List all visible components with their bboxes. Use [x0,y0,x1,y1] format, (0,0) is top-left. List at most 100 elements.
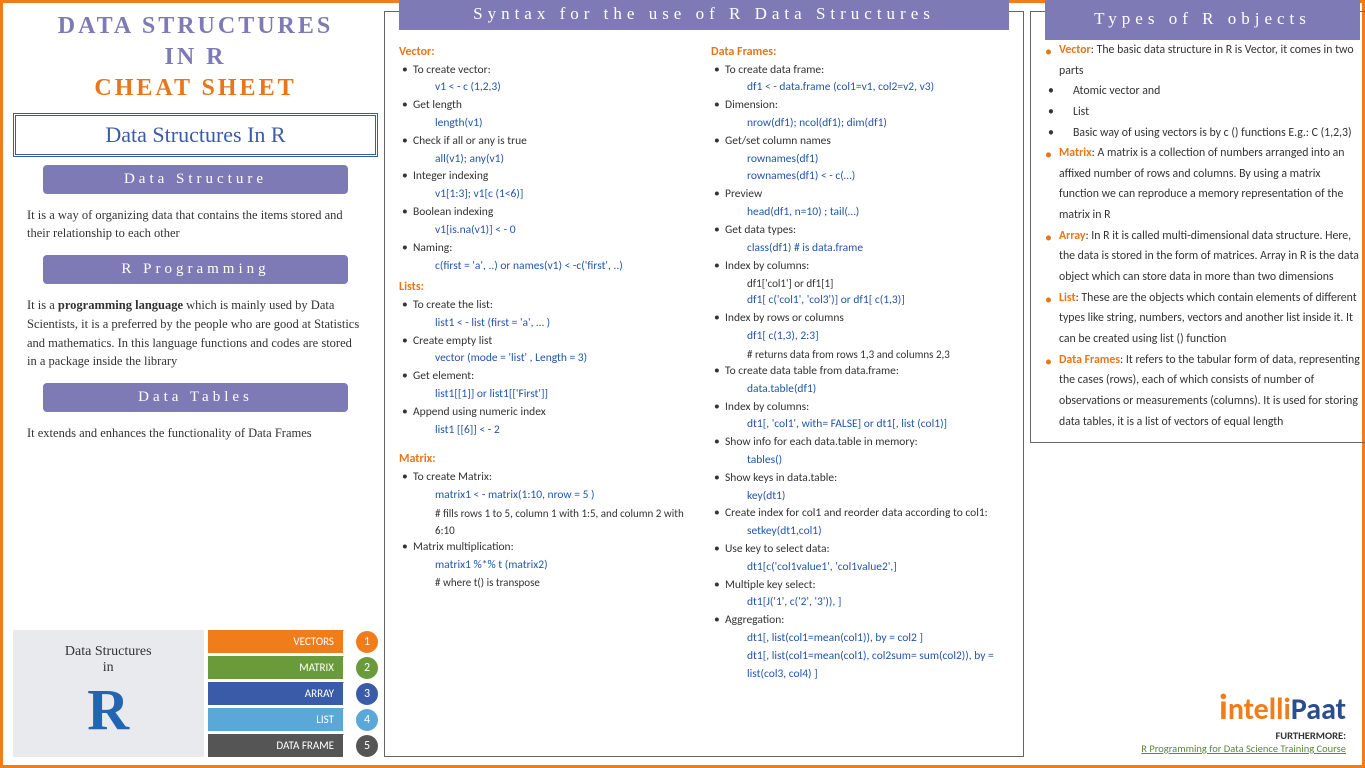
syntax-line: To create data frame: [711,62,1009,80]
syntax-line: v1[is.na(v1)] < - 0 [399,222,697,240]
syntax-line: To create Matrix: [399,469,697,487]
pill-data-structure: Data Structure [43,165,348,194]
syntax-line [399,439,697,447]
syntax-line: matrix1 < - matrix(1:10, nrow = 5 ) [399,487,697,505]
syntax-line: rownames(df1) [711,151,1009,169]
syntax-line: v1 < - c (1,2,3) [399,79,697,97]
syntax-line: Index by columns: [711,258,1009,276]
logo: intelliPaat [1141,685,1346,729]
type-subitem: List [1045,102,1360,123]
syntax-line: Get element: [399,368,697,386]
syntax-line: Matrix: [399,450,697,469]
syntax-line: df1 < - data.frame (col1=v1, col2=v2, v3… [711,79,1009,97]
type-item: Matrix: A matrix is a collection of numb… [1045,143,1360,226]
syntax-line: Matrix multiplication: [399,539,697,557]
title-l1: DATA STRUCTURES [58,13,334,39]
syntax-line: Vector: [399,43,697,62]
syntax-line: tables() [711,452,1009,470]
pill-data-tables: Data Tables [43,383,348,412]
title-l2: IN R [164,44,226,70]
syntax-line: matrix1 %*% t (matrix2) [399,557,697,575]
ds-item: DATA FRAME.ds-bar[style*="#555"]::after{… [208,734,379,757]
syntax-line: dt1[, list(col1=mean(col1)), by = col2 ] [711,630,1009,648]
type-item: Vector: The basic data structure in R is… [1045,40,1360,81]
syntax-line: setkey(dt1,col1) [711,523,1009,541]
syntax-line: all(v1); any(v1) [399,151,697,169]
syntax-line: head(df1, n=10) ; tail(…) [711,204,1009,222]
syntax-line: nrow(df1); ncol(df1); dim(df1) [711,115,1009,133]
syntax-line: Naming: [399,240,697,258]
syntax-line: Integer indexing [399,168,697,186]
syntax-line: Boolean indexing [399,204,697,222]
syntax-line: Data Frames: [711,43,1009,62]
syntax-line: dt1[c('col1value1', 'col1value2',] [711,559,1009,577]
syntax-line: class(df1) # is data.frame [711,240,1009,258]
syntax-line: dt1[J('1', c('2', '3')), ] [711,594,1009,612]
ds-item: VECTORS.ds-bar[style*="#f07d1a"]::after{… [208,630,379,653]
syntax-line: To create vector: [399,62,697,80]
ds-item: LIST.ds-bar[style*="#5aa8d8"]::after{bor… [208,708,379,731]
diagram-left: Data Structures in R [13,630,204,757]
syntax-line: df1['col1'] or df1[1] [711,275,1009,292]
syntax-line: dt1[, list(col1=mean(col1), col2sum= sum… [711,648,1009,684]
title-l3: CHEAT SHEET [94,75,296,101]
types-list: Vector: The basic data structure in R is… [1045,40,1360,432]
syntax-line: Show info for each data.table in memory: [711,434,1009,452]
syntax-line: rownames(df1) < - c(…) [711,168,1009,186]
type-subitem: Basic way of using vectors is by c () fu… [1045,123,1360,144]
syntax-line: df1[ c(1,3), 2:3] [711,328,1009,346]
types-header: Types of R objects [1045,0,1360,40]
syntax-line: key(dt1) [711,488,1009,506]
syntax-line: Show keys in data.table: [711,470,1009,488]
syntax-header: Syntax for the use of R Data Structures [399,0,1009,30]
syntax-line: vector (mode = 'list' , Length = 3) [399,350,697,368]
syntax-line: To create data table from data.frame: [711,363,1009,381]
syntax-line: Preview [711,186,1009,204]
ds-item: MATRIX.ds-bar[style*="#6a9b3a"]::after{b… [208,656,379,679]
diagram-list: VECTORS.ds-bar[style*="#f07d1a"]::after{… [208,630,379,757]
subtitle: Data Structures In R [13,113,378,157]
syntax-col1: Vector:To create vector:v1 < - c (1,2,3)… [399,40,697,746]
footer: intelliPaat FURTHERMORE: R Programming f… [1141,685,1346,755]
syntax-panel: Syntax for the use of R Data Structures … [384,11,1024,757]
types-panel: Types of R objects Vector: The basic dat… [1030,11,1365,443]
syntax-line: list1 < - list (first = 'a', … ) [399,315,697,333]
type-item: Data Frames: It refers to the tabular fo… [1045,350,1360,433]
syntax-line: c(first = 'a', ..) or names(v1) < -c('fi… [399,258,697,276]
syntax-line: Append using numeric index [399,404,697,422]
syntax-line: Multiple key select: [711,577,1009,595]
syntax-line: Dimension: [711,97,1009,115]
syntax-line: Get data types: [711,222,1009,240]
type-subitem: Atomic vector and [1045,81,1360,102]
desc-r-programming: It is a programming language which is ma… [13,292,378,375]
syntax-line: # returns data from rows 1,3 and columns… [711,346,1009,363]
syntax-line: list1[[1]] or list1[['First']] [399,386,697,404]
r-logo-icon: R [87,676,129,743]
syntax-line: Get length [399,97,697,115]
syntax-line: Index by columns: [711,399,1009,417]
diagram: Data Structures in R VECTORS.ds-bar[styl… [13,630,378,757]
syntax-line: length(v1) [399,115,697,133]
syntax-line: # where t() is transpose [399,574,697,591]
syntax-line: list1 [[6]] < - 2 [399,422,697,440]
syntax-line: Check if all or any is true [399,133,697,151]
syntax-line: data.table(df1) [711,381,1009,399]
syntax-line: # fills rows 1 to 5, column 1 with 1:5, … [399,505,697,539]
syntax-line: Create index for col1 and reorder data a… [711,505,1009,523]
pill-r-programming: R Programming [43,255,348,284]
syntax-line: df1[ c('col1', 'col3')] or df1[ c(1,3)] [711,292,1009,310]
main-title: DATA STRUCTURES IN R CHEAT SHEET [13,11,378,105]
ds-item: ARRAY.ds-bar[style*="#3a5ba8"]::after{bo… [208,682,379,705]
course-link[interactable]: R Programming for Data Science Training … [1141,742,1346,755]
syntax-line: To create the list: [399,297,697,315]
syntax-line: dt1[, 'col1', with= FALSE] or dt1[, list… [711,416,1009,434]
syntax-line: Aggregation: [711,612,1009,630]
desc-data-structure: It is a way of organizing data that cont… [13,202,378,248]
type-item: List: These are the objects which contai… [1045,288,1360,350]
furthermore-label: FURTHERMORE: [1141,729,1346,742]
syntax-col2: Data Frames:To create data frame:df1 < -… [711,40,1009,746]
left-column: DATA STRUCTURES IN R CHEAT SHEET Data St… [13,11,378,757]
syntax-line: Index by rows or columns [711,310,1009,328]
syntax-line: Get/set column names [711,133,1009,151]
syntax-line: Create empty list [399,333,697,351]
